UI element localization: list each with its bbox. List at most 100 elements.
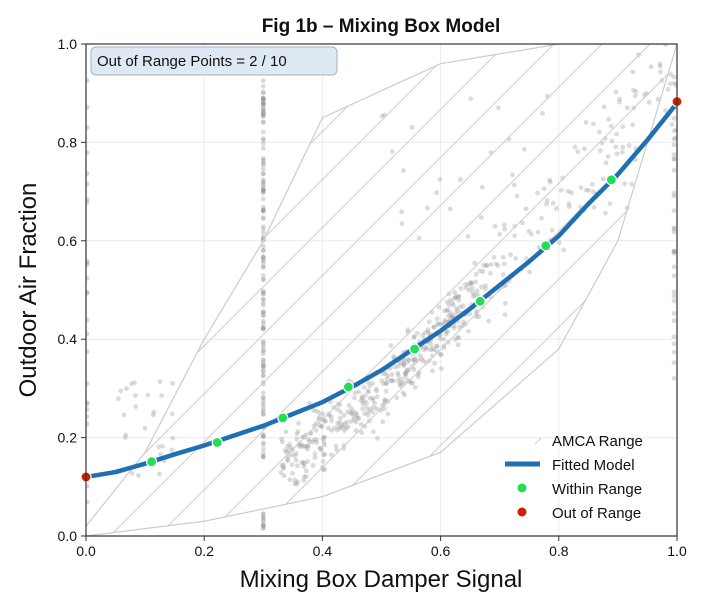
observation-point <box>466 288 472 293</box>
observation-point <box>260 119 266 125</box>
hatch-line <box>86 44 87 536</box>
observation-point <box>488 150 494 155</box>
x-tick-label: 1.0 <box>667 543 687 559</box>
observation-point <box>391 354 396 359</box>
observation-point <box>260 208 266 213</box>
observation-point <box>260 309 266 315</box>
observation-point <box>671 249 677 255</box>
within-range-point <box>474 295 486 307</box>
observation-point <box>132 393 138 398</box>
observation-point <box>333 443 339 449</box>
observation-point <box>86 483 90 489</box>
observation-point <box>395 363 401 369</box>
observation-point <box>527 269 532 275</box>
observation-point <box>572 144 578 150</box>
observation-point <box>260 511 266 517</box>
observation-point <box>358 421 364 427</box>
observation-point <box>260 97 266 103</box>
observation-point <box>460 303 466 309</box>
observation-point <box>520 220 526 226</box>
observation-point <box>260 347 266 353</box>
observation-point <box>316 414 322 420</box>
observation-point <box>410 380 416 386</box>
observation-point <box>260 523 266 529</box>
observation-point <box>292 453 298 459</box>
observation-point <box>86 414 90 420</box>
observation-point <box>344 419 350 425</box>
observation-point <box>260 511 266 517</box>
observation-point <box>342 421 347 427</box>
observation-point <box>447 206 453 212</box>
hatch-line <box>253 44 677 536</box>
observation-point <box>462 282 468 287</box>
observation-point <box>353 410 359 416</box>
observation-point <box>389 149 395 155</box>
observation-point <box>472 292 478 298</box>
observation-point <box>468 280 473 285</box>
observation-point <box>671 190 677 196</box>
observation-point <box>665 86 671 92</box>
observation-point <box>521 146 527 152</box>
observation-point <box>400 390 406 396</box>
observation-point <box>86 78 90 84</box>
observation-point <box>86 259 90 264</box>
observation-point <box>260 230 266 236</box>
y-tick-label: 0.0 <box>58 528 78 544</box>
observation-point <box>307 400 312 406</box>
observation-point <box>260 360 266 366</box>
observation-point <box>260 224 266 230</box>
observation-point <box>428 342 434 347</box>
observation-point <box>412 357 417 363</box>
observation-point <box>424 346 429 352</box>
plot-frame <box>85 43 678 537</box>
observation-point <box>671 225 677 231</box>
observation-point <box>452 290 458 295</box>
observation-point <box>473 271 479 277</box>
legend-label-fitted-model: Fitted Model <box>552 457 635 474</box>
observation-point <box>260 434 266 440</box>
observation-point <box>568 190 574 196</box>
observation-point <box>260 273 266 278</box>
observation-point <box>388 343 394 348</box>
observation-point <box>349 411 355 417</box>
observation-point <box>474 288 480 294</box>
observation-point <box>348 419 354 424</box>
observation-point <box>124 386 129 391</box>
observation-point <box>150 412 156 418</box>
observation-point <box>293 451 299 457</box>
observation-point <box>492 223 498 229</box>
observation-point <box>118 388 124 394</box>
observation-point <box>280 462 286 468</box>
observation-point <box>260 342 266 348</box>
observation-point <box>260 189 266 194</box>
observation-point <box>260 247 266 253</box>
observation-point <box>260 255 266 261</box>
observation-point <box>366 389 371 395</box>
observation-point <box>500 272 506 277</box>
observation-point <box>380 371 386 377</box>
observation-point <box>296 420 301 426</box>
observation-point <box>428 347 433 353</box>
observation-point <box>260 525 266 531</box>
observation-point <box>367 383 373 389</box>
observation-point <box>402 392 408 398</box>
observation-point <box>322 467 328 472</box>
observation-point <box>540 110 545 116</box>
observation-point <box>586 187 592 193</box>
observation-point <box>365 412 371 418</box>
within-range-point <box>605 174 617 186</box>
observation-point <box>422 330 428 336</box>
observation-point <box>425 205 430 211</box>
observation-point <box>260 450 266 456</box>
observation-point <box>657 61 663 67</box>
observation-point <box>260 96 266 102</box>
observation-point <box>341 442 347 448</box>
observation-point <box>260 358 266 364</box>
observation-point <box>458 286 464 291</box>
observation-point <box>671 289 677 295</box>
observation-point <box>671 293 677 299</box>
observation-point <box>260 187 266 193</box>
observation-point <box>415 374 421 380</box>
observation-point <box>322 434 327 440</box>
plot-area <box>86 44 677 536</box>
